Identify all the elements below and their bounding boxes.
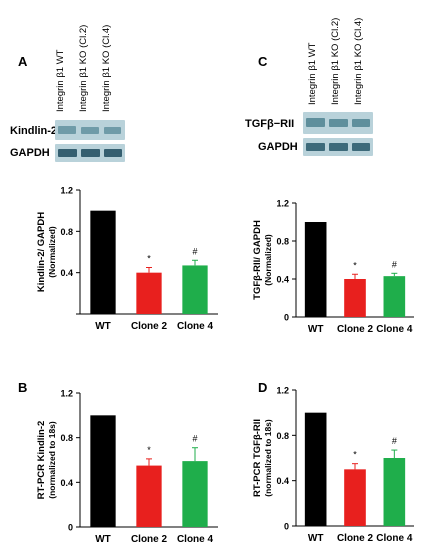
significance-marker: # [192,434,197,444]
bar [136,272,162,314]
bar [383,458,406,526]
x-tick-label: Clone 4 [376,324,413,335]
blot-strip-gapdh-c [303,138,373,156]
x-tick-label: WT [95,534,111,545]
chart-d: 0 0.4 0.8 1.2 RT-PCR TGFβ-RII (normalized to … [252,386,414,544]
blot-band [81,127,99,134]
chart-c: 0 0.4 0.8 1.2 TGFβ-RII/ GAPDH (Normalized) WT *… [252,199,414,335]
lane-label-cl2: Integrin β1 KO (Cl.2) [78,24,89,112]
bar [304,412,327,526]
y-tick-label: 0 [284,313,289,323]
blot-band [352,119,370,127]
y-tick-label: 1.2 [276,199,289,209]
significance-marker: * [147,254,151,264]
y-tick-label: 0 [284,522,289,532]
x-tick-label: Clone 2 [337,324,374,335]
band-label-gapdh-c: GAPDH [258,141,298,153]
y-axis-label: (normalized to 18s) [263,419,273,497]
bar [383,276,406,317]
blot-band [306,143,325,151]
lane-label-wt-c: Integrin β1 WT [307,42,318,105]
panel-label-d: D [258,380,268,395]
bar [182,461,208,527]
lane-label-cl2-c: Integrin β1 KO (Cl.2) [330,17,341,105]
y-axis-label: RT-PCR Kindlin-2 [36,421,47,500]
y-tick-label: 0.4 [60,268,73,278]
y-tick-label: 0.4 [60,478,73,488]
bar [304,222,327,317]
blot-strip-kindlin2 [55,120,125,140]
x-tick-label: WT [95,321,111,332]
bar [182,265,208,314]
y-tick-label: 0.8 [60,433,73,443]
y-tick-label: 1.2 [276,386,289,396]
chart-b: 0 0.4 0.8 1.2 RT-PCR Kindlin-2 (normalized to… [36,389,218,545]
y-tick-label: 0.8 [60,227,73,237]
blot-band [58,149,77,157]
panel-label-a: A [18,54,28,69]
chart-a: 0.4 0.8 1.2 Kindlin-2/ GAPDH (Normalized) WT *… [36,186,218,332]
bar [136,465,162,527]
blot-strip-tgfbrii [303,112,373,134]
x-tick-label: Clone 4 [376,533,413,544]
bar [344,279,366,317]
blot-band [329,143,348,151]
x-tick-label: Clone 2 [337,533,374,544]
bar [90,415,116,527]
blot-band [104,149,122,157]
x-tick-label: Clone 4 [177,321,214,332]
panel-label-b: B [18,380,28,395]
x-tick-label: Clone 2 [131,321,168,332]
blot-band [352,143,370,151]
significance-marker: # [392,259,397,269]
y-tick-label: 0.8 [276,431,289,441]
y-axis-label: (Normalized) [263,234,273,286]
band-label-gapdh-a: GAPDH [10,147,50,159]
y-tick-label: 0.4 [276,476,289,486]
significance-marker: # [392,436,397,446]
y-tick-label: 1.2 [60,389,73,399]
y-tick-label: 1.2 [60,186,73,196]
y-axis-label: (normalized to 18s) [47,421,57,499]
lane-label-cl4-c: Integrin β1 KO (Cl.4) [353,17,364,105]
blot-band [81,149,100,157]
lane-label-cl4: Integrin β1 KO (Cl.4) [101,24,112,112]
blot-band [329,119,348,127]
significance-marker: * [353,450,357,460]
significance-marker: * [147,445,151,455]
y-axis-label: (Normalized) [47,226,57,278]
x-tick-label: Clone 4 [177,534,214,545]
bar [344,469,366,526]
band-label-kindlin2: Kindlin-2 [10,125,58,137]
y-axis-label: RT-PCR TGFβ-RII [252,419,263,497]
lane-label-wt: Integrin β1 WT [55,49,66,112]
x-tick-label: WT [308,324,324,335]
y-axis-label: Kindlin-2/ GAPDH [36,212,47,292]
y-axis-label: TGFβ-RII/ GAPDH [252,220,263,300]
y-tick-label: 0.8 [276,237,289,247]
x-tick-label: Clone 2 [131,534,168,545]
blot-band [104,127,121,134]
y-tick-label: 0.4 [276,275,289,285]
panel-label-c: C [258,54,268,69]
band-label-tgfbrii: TGFβ−RII [245,118,295,130]
blot-strip-gapdh-a [55,144,125,162]
x-tick-label: WT [308,533,324,544]
blot-band [306,118,325,127]
bar [90,210,116,314]
significance-marker: # [192,246,197,256]
y-tick-label: 0 [68,523,73,533]
significance-marker: * [353,260,357,270]
blot-band [58,126,76,134]
